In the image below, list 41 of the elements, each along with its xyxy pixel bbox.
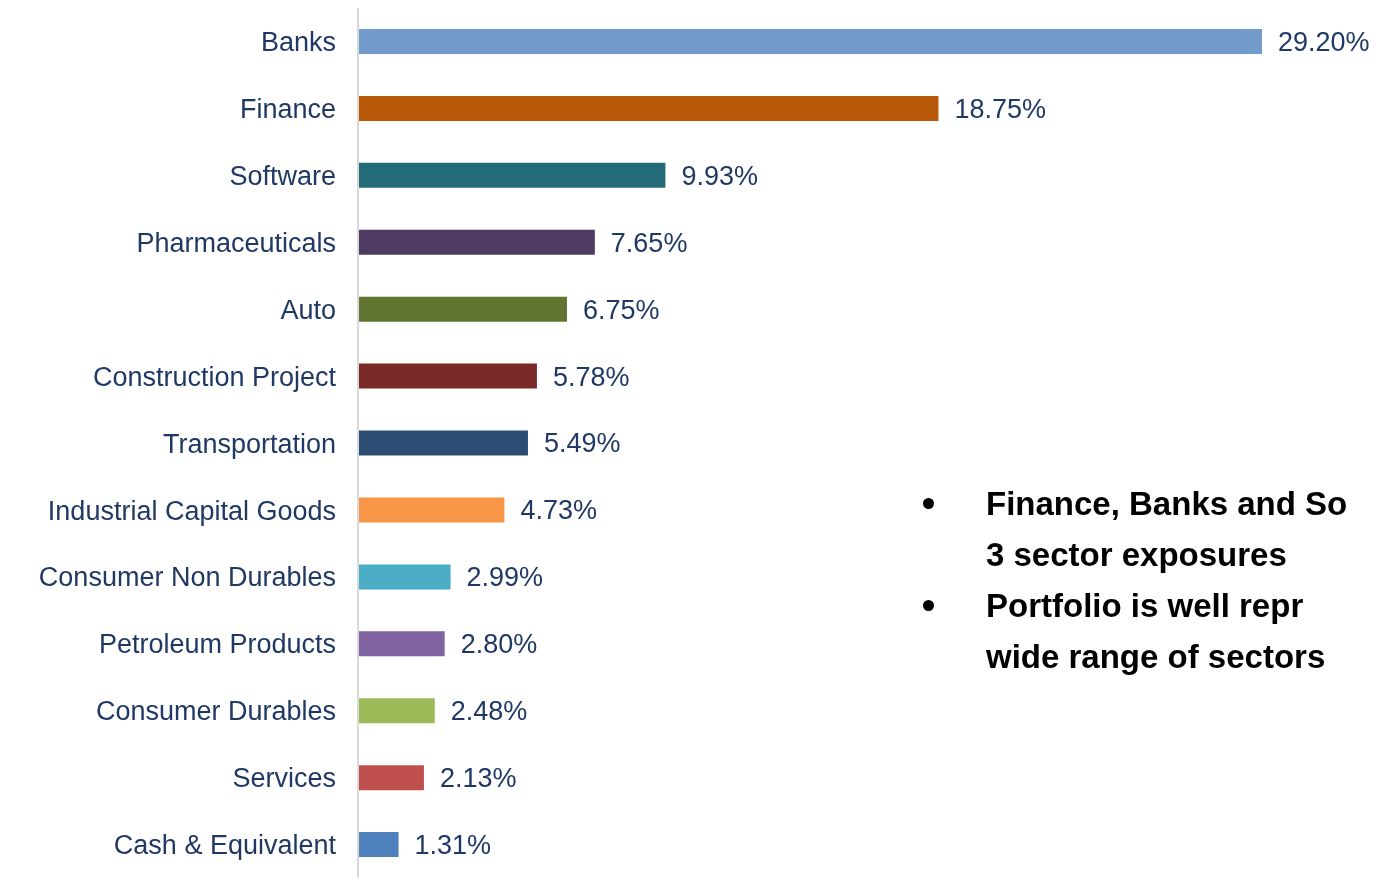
data-label: 2.48% xyxy=(450,696,528,727)
y-tick-label: Construction Project xyxy=(92,361,337,392)
y-tick-label: Pharmaceuticals xyxy=(136,227,336,258)
data-label: 9.93% xyxy=(681,160,758,191)
bar xyxy=(358,29,1262,54)
data-label: 2.13% xyxy=(439,763,517,794)
data-label: 7.65% xyxy=(610,227,688,258)
y-tick-label: Finance xyxy=(239,93,336,124)
data-label: 4.73% xyxy=(520,495,597,526)
annotation: Portfolio is well repr wide range of sectors xyxy=(986,586,1326,677)
bar xyxy=(358,95,939,121)
y-tick-label: Transportation xyxy=(162,428,336,459)
data-label: 1.31% xyxy=(414,830,492,861)
data-label: 2.80% xyxy=(460,629,538,660)
y-tick-label: Consumer Non Durables xyxy=(38,562,336,593)
y-tick-label: Consumer Durables xyxy=(95,696,336,727)
bar xyxy=(358,430,528,456)
data-label: 29.20% xyxy=(1278,26,1370,57)
bar xyxy=(358,765,424,791)
data-label: 6.75% xyxy=(582,294,660,325)
y-tick-label: Industrial Capital Goods xyxy=(47,495,336,526)
data-label: 2.99% xyxy=(466,562,544,593)
y-tick-label: Petroleum Products xyxy=(98,629,336,660)
bar xyxy=(358,564,451,590)
bar xyxy=(358,832,399,858)
y-tick-label: Cash & Equivalent xyxy=(113,830,337,861)
y-tick-label: Software xyxy=(229,160,336,191)
data-label: 5.78% xyxy=(552,361,630,392)
data-label: 5.49% xyxy=(543,428,621,459)
bar xyxy=(358,363,537,389)
y-tick-label: Auto xyxy=(280,294,336,325)
data-label: 18.75% xyxy=(954,93,1047,124)
bar xyxy=(358,497,505,523)
bar xyxy=(358,698,435,724)
bar xyxy=(358,162,666,188)
y-tick-label: Banks xyxy=(260,27,336,58)
bar xyxy=(358,229,595,255)
bar xyxy=(358,631,445,657)
bar xyxy=(358,296,567,322)
annotation: Finance, Banks and So 3 sector exposures xyxy=(986,484,1348,575)
y-tick-label: Services xyxy=(232,763,336,794)
